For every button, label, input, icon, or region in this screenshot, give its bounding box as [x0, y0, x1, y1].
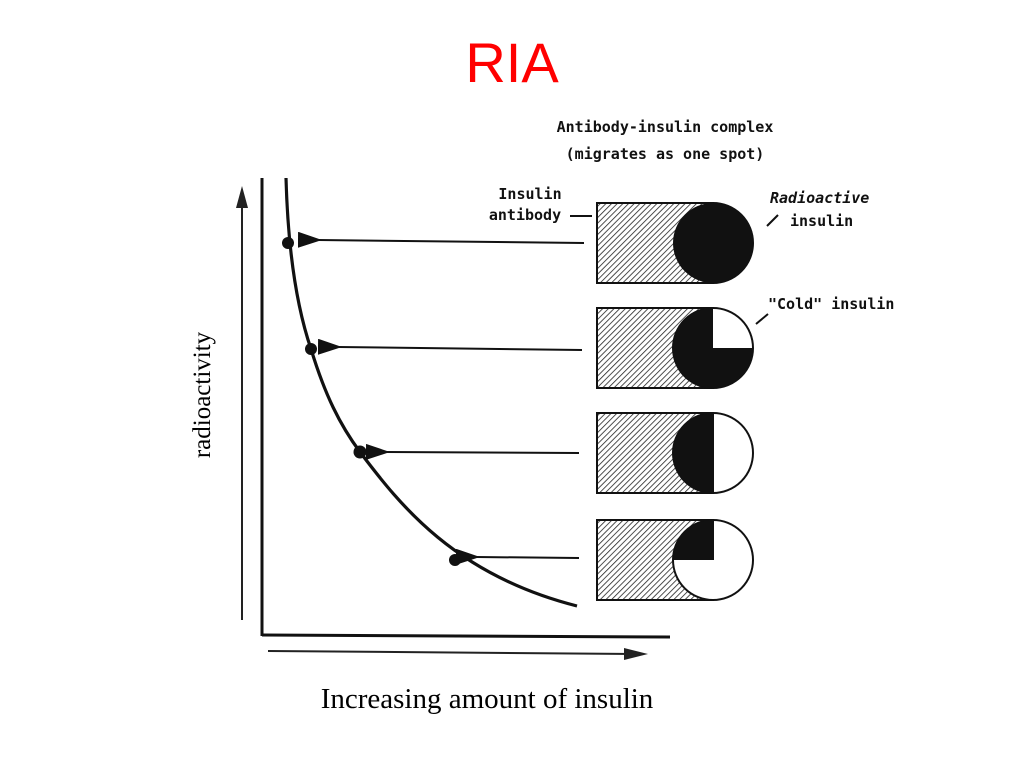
pointer-arrow — [455, 548, 580, 565]
radioactive-insulin-half — [673, 413, 713, 493]
y-axis-label: radioactivity — [189, 331, 216, 459]
x-axis-arrowhead — [624, 648, 648, 660]
axes — [236, 178, 671, 660]
antibody-label-line2: antibody — [489, 206, 561, 224]
complex-4 — [596, 519, 754, 601]
cold-insulin-pointer — [755, 313, 769, 325]
curve-points — [282, 237, 461, 566]
y-axis-arrowhead — [236, 186, 248, 208]
cold-insulin-label: "Cold" insulin — [768, 295, 894, 313]
x-axis-label: Increasing amount of insulin — [320, 683, 654, 715]
curve-point — [353, 445, 367, 459]
pointer-arrows — [297, 231, 585, 565]
complex-2 — [596, 307, 754, 389]
pointer-arrow — [365, 443, 580, 460]
x-axis-line — [261, 633, 671, 639]
curve-point — [449, 554, 461, 566]
curve-point — [282, 237, 294, 249]
complex-heading-line1: Antibody-insulin complex — [557, 118, 774, 136]
curve-point — [305, 343, 317, 355]
pointer-arrow — [297, 231, 585, 248]
slide-title: RIA — [465, 31, 559, 94]
radioactive-insulin-three-quarter — [673, 308, 753, 388]
radioactive-label-line2: insulin — [790, 212, 853, 230]
complex-1 — [596, 201, 754, 285]
radioactive-insulin-quarter — [673, 520, 713, 560]
x-axis-arrow-line — [267, 650, 636, 655]
radioactive-insulin-disc — [673, 203, 753, 283]
radioactive-label-line1: Radioactive — [770, 189, 869, 207]
pointer-arrow — [317, 338, 583, 355]
complex-3 — [596, 412, 754, 494]
antibody-label-line1: Insulin — [498, 185, 561, 203]
radioactive-label-pointer — [766, 214, 779, 227]
complex-heading-line2: (migrates as one spot) — [566, 145, 765, 163]
